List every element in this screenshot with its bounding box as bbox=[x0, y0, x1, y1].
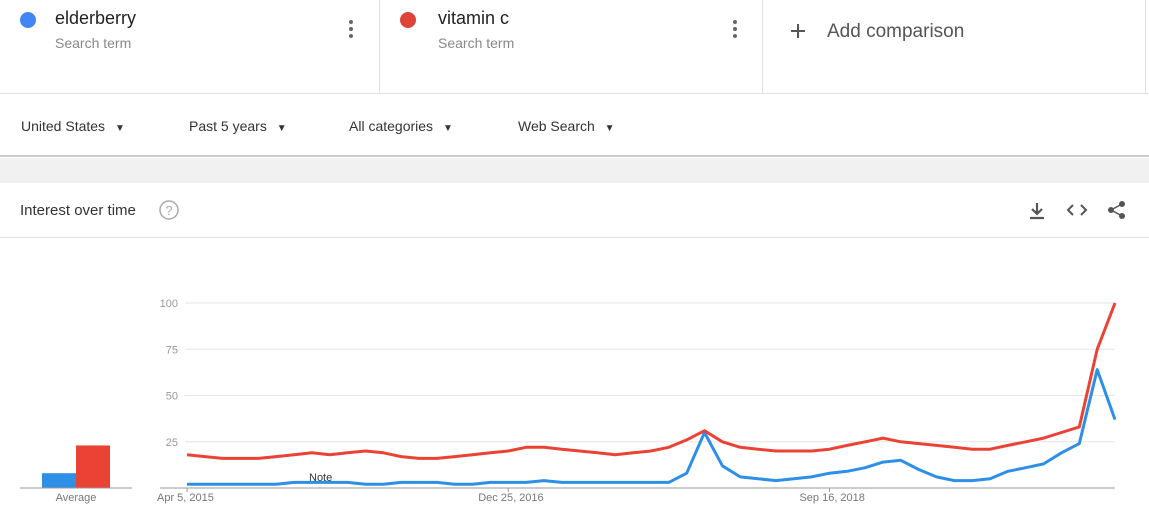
term-card[interactable]: vitamin c Search term bbox=[380, 0, 763, 93]
series-line bbox=[186, 302, 1117, 460]
y-tick-label: 25 bbox=[166, 437, 178, 449]
term-sub: Search term bbox=[438, 35, 515, 51]
y-tick-label: 50 bbox=[166, 391, 178, 403]
filter[interactable]: All categories ▼ bbox=[349, 118, 453, 134]
term-card[interactable]: elderberry Search term bbox=[0, 0, 380, 93]
filter-label: All categories bbox=[349, 118, 434, 134]
term-sub: Search term bbox=[55, 35, 132, 51]
x-tick-label: Dec 25, 2016 bbox=[478, 492, 543, 504]
filter[interactable]: Web Search ▼ bbox=[518, 118, 615, 134]
embed-icon[interactable] bbox=[1066, 203, 1088, 217]
term-dot bbox=[400, 12, 416, 28]
add-comparison[interactable]: Add comparison bbox=[763, 0, 1146, 93]
filter[interactable]: United States ▼ bbox=[21, 118, 125, 134]
svg-text:?: ? bbox=[165, 203, 172, 218]
menu-icon[interactable] bbox=[346, 18, 356, 40]
x-tick-label: Apr 5, 2015 bbox=[157, 492, 214, 504]
filter-label: United States bbox=[21, 118, 106, 134]
download-icon[interactable] bbox=[1028, 201, 1046, 221]
filters-bar: United States ▼ Past 5 years ▼ All categ… bbox=[0, 93, 1149, 157]
chart: 25 50 75 100 Apr 5, 2015 Dec 25, 2016 Sep 16, … bbox=[20, 298, 1117, 504]
filter-label: Web Search bbox=[518, 118, 595, 134]
average-label: Average bbox=[56, 492, 97, 504]
average-bar bbox=[42, 473, 76, 488]
term-name: vitamin c bbox=[438, 8, 510, 28]
x-tick-label: Sep 16, 2018 bbox=[799, 492, 864, 504]
help-icon[interactable]: ? bbox=[158, 199, 180, 221]
y-tick-label: 100 bbox=[160, 298, 178, 310]
y-tick-label: 75 bbox=[166, 344, 178, 356]
term-name: elderberry bbox=[55, 8, 137, 28]
term-dot bbox=[20, 12, 36, 28]
filter[interactable]: Past 5 years ▼ bbox=[189, 118, 287, 134]
average-bar bbox=[76, 445, 110, 488]
share-icon[interactable] bbox=[1107, 200, 1127, 220]
card-header: Interest over time ? bbox=[0, 183, 1149, 238]
plus-icon bbox=[791, 24, 805, 38]
series-line bbox=[187, 368, 1117, 486]
add-comparison-label: Add comparison bbox=[827, 21, 965, 42]
filter-label: Past 5 years bbox=[189, 118, 267, 134]
menu-icon[interactable] bbox=[730, 18, 740, 40]
separator bbox=[0, 158, 1149, 183]
card-title: Interest over time bbox=[20, 202, 136, 219]
